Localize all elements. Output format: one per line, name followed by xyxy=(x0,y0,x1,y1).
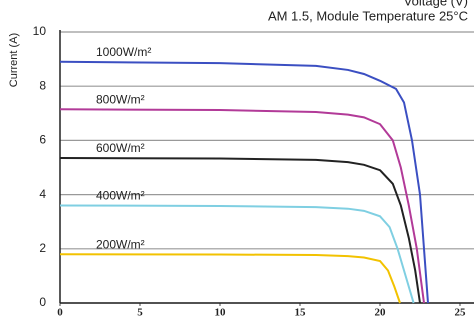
series-line xyxy=(59,157,421,304)
y-tick-label: 8 xyxy=(39,78,46,92)
series-line xyxy=(59,204,415,304)
y-tick-label: 4 xyxy=(39,187,46,201)
series-label: 200W/m² xyxy=(96,237,145,251)
x-tick-label: 0 xyxy=(57,307,63,319)
chart-subtitle: AM 1.5, Module Temperature 25°C xyxy=(268,8,468,23)
series-label: 800W/m² xyxy=(96,92,145,106)
series-line xyxy=(59,60,429,304)
series-label: 400W/m² xyxy=(96,189,145,203)
x-axis-label: Voltage (V) xyxy=(404,0,468,8)
series-line xyxy=(59,253,401,304)
y-axis-label: Current (A) xyxy=(8,33,20,87)
x-tick-label: 10 xyxy=(215,307,227,319)
y-tick-label: 6 xyxy=(39,133,46,147)
y-tick-label: 10 xyxy=(33,24,47,38)
series-label: 1000W/m² xyxy=(96,45,151,59)
x-tick-label: 5 xyxy=(137,307,143,319)
series-line xyxy=(59,108,425,304)
x-tick-label: 15 xyxy=(295,307,307,319)
x-tick-label: 20 xyxy=(375,307,387,319)
y-tick-label: 2 xyxy=(39,241,46,255)
series-label: 600W/m² xyxy=(96,141,145,155)
x-tick-label: 25 xyxy=(455,307,467,319)
y-tick-label: 0 xyxy=(39,295,46,309)
